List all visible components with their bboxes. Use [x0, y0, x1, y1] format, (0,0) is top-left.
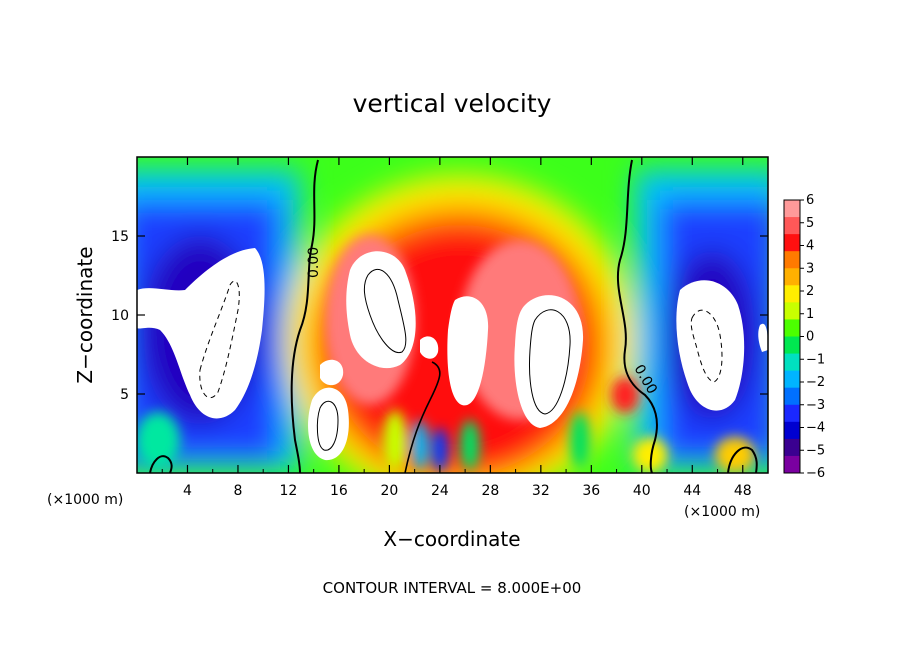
- y-axis-ticks: 5 10 15: [111, 229, 768, 403]
- downdraft-core-edge: [758, 323, 768, 352]
- x-tick-label: 32: [532, 483, 550, 499]
- colorbar-label: −4: [806, 421, 825, 436]
- saturated-cores: [137, 248, 768, 461]
- colorbar-swatch: [784, 438, 800, 457]
- x-tick-label: 24: [431, 483, 449, 499]
- contour-pos-8-lowleft: [316, 400, 339, 451]
- contour-neg-8-right: [690, 309, 723, 383]
- contour-label-left: 0.00: [306, 247, 322, 278]
- x-axis-ticks: 4 8 12 16 20 24 28 32 36 40 44 48: [161, 157, 752, 499]
- zero-contour-left: [290, 159, 319, 473]
- colorbar-swatch: [784, 336, 800, 355]
- colorbar-swatch: [784, 285, 800, 303]
- updraft-core-upper: [346, 251, 416, 369]
- contour-interval-footer: CONTOUR INTERVAL = 8.000E+00: [323, 579, 582, 597]
- x-unit-left: (×1000 m): [47, 492, 123, 508]
- colorbar: 6 5 4 3 2 1 0 −1 −2 −3 −4 −5 −6: [783, 193, 825, 481]
- x-unit-right: (×1000 m): [684, 504, 760, 520]
- y-axis-label: Z−coordinate: [73, 246, 97, 383]
- colorbar-swatch: [784, 200, 800, 218]
- low-level-mix-8: [611, 377, 639, 413]
- x-tick-label: 48: [734, 483, 752, 499]
- colorbar-swatch: [784, 251, 800, 269]
- low-level-mix-1: [383, 410, 407, 470]
- x-tick-label: 12: [280, 483, 298, 499]
- low-level-mix-6: [137, 412, 180, 468]
- colorbar-swatch: [784, 353, 800, 372]
- colorbar-label: −1: [806, 352, 825, 367]
- contour-pos-8-upper: [363, 268, 407, 353]
- low-level-mix-3: [432, 428, 448, 472]
- colorbar-label: 1: [806, 307, 814, 322]
- zero-contour-right: [616, 159, 658, 473]
- zero-contour-bottom-right: [727, 446, 758, 473]
- y-tick-label: 15: [111, 229, 129, 245]
- colorbar-swatch: [784, 217, 800, 235]
- low-level-mix-2: [412, 420, 428, 470]
- updraft-core-right: [514, 295, 584, 428]
- updraft-core-low-left: [308, 387, 349, 461]
- x-tick-label: 40: [633, 483, 651, 499]
- x-tick-label: 28: [481, 483, 499, 499]
- x-tick-label: 44: [683, 483, 701, 499]
- y-tick-label: 10: [111, 308, 129, 324]
- zero-contour-lower-center: [404, 361, 441, 473]
- low-level-mix-5: [570, 412, 590, 468]
- colorbar-label: 5: [806, 216, 814, 231]
- low-level-mix-9: [632, 437, 668, 473]
- x-tick-label: 36: [582, 483, 600, 499]
- chart-title: vertical velocity: [353, 89, 552, 118]
- downdraft-core-left: [137, 248, 265, 419]
- colorbar-swatch: [784, 370, 800, 389]
- contour-pos-8-right: [529, 309, 571, 415]
- y-tick-label: 5: [120, 387, 129, 403]
- low-level-mix-4: [460, 420, 480, 470]
- colorbar-swatch: [784, 302, 800, 320]
- colorbar-label: −2: [806, 375, 825, 390]
- colorbar-swatch: [784, 234, 800, 252]
- colorbar-label: −3: [806, 398, 825, 413]
- colorbar-label: −5: [806, 443, 825, 458]
- x-tick-label: 4: [183, 483, 192, 499]
- colorbar-label: 4: [806, 239, 814, 254]
- colorbar-label: 3: [806, 261, 814, 276]
- colorbar-swatch: [784, 268, 800, 286]
- updraft-core-small-center: [420, 336, 439, 359]
- heatmap-field: [137, 157, 768, 473]
- x-tick-label: 16: [330, 483, 348, 499]
- colorbar-label: 6: [806, 193, 814, 208]
- updraft-core-small-left: [320, 359, 344, 386]
- x-tick-label: 20: [380, 483, 398, 499]
- colorbar-label: −6: [806, 466, 825, 481]
- x-tick-label: 8: [233, 483, 242, 499]
- updraft-core-mid: [447, 296, 489, 406]
- colorbar-swatch: [784, 319, 800, 337]
- contour-neg-8-left: [199, 280, 240, 399]
- colorbar-swatch: [784, 421, 800, 440]
- colorbar-label: 2: [806, 284, 814, 299]
- colorbar-label: 0: [806, 330, 814, 345]
- colorbar-swatch: [784, 404, 800, 423]
- x-axis-label: X−coordinate: [383, 527, 520, 551]
- colorbar-swatch: [784, 387, 800, 406]
- downdraft-core-right: [676, 280, 745, 411]
- zero-contour-bottom-left: [149, 455, 173, 473]
- colorbar-swatch: [784, 455, 800, 474]
